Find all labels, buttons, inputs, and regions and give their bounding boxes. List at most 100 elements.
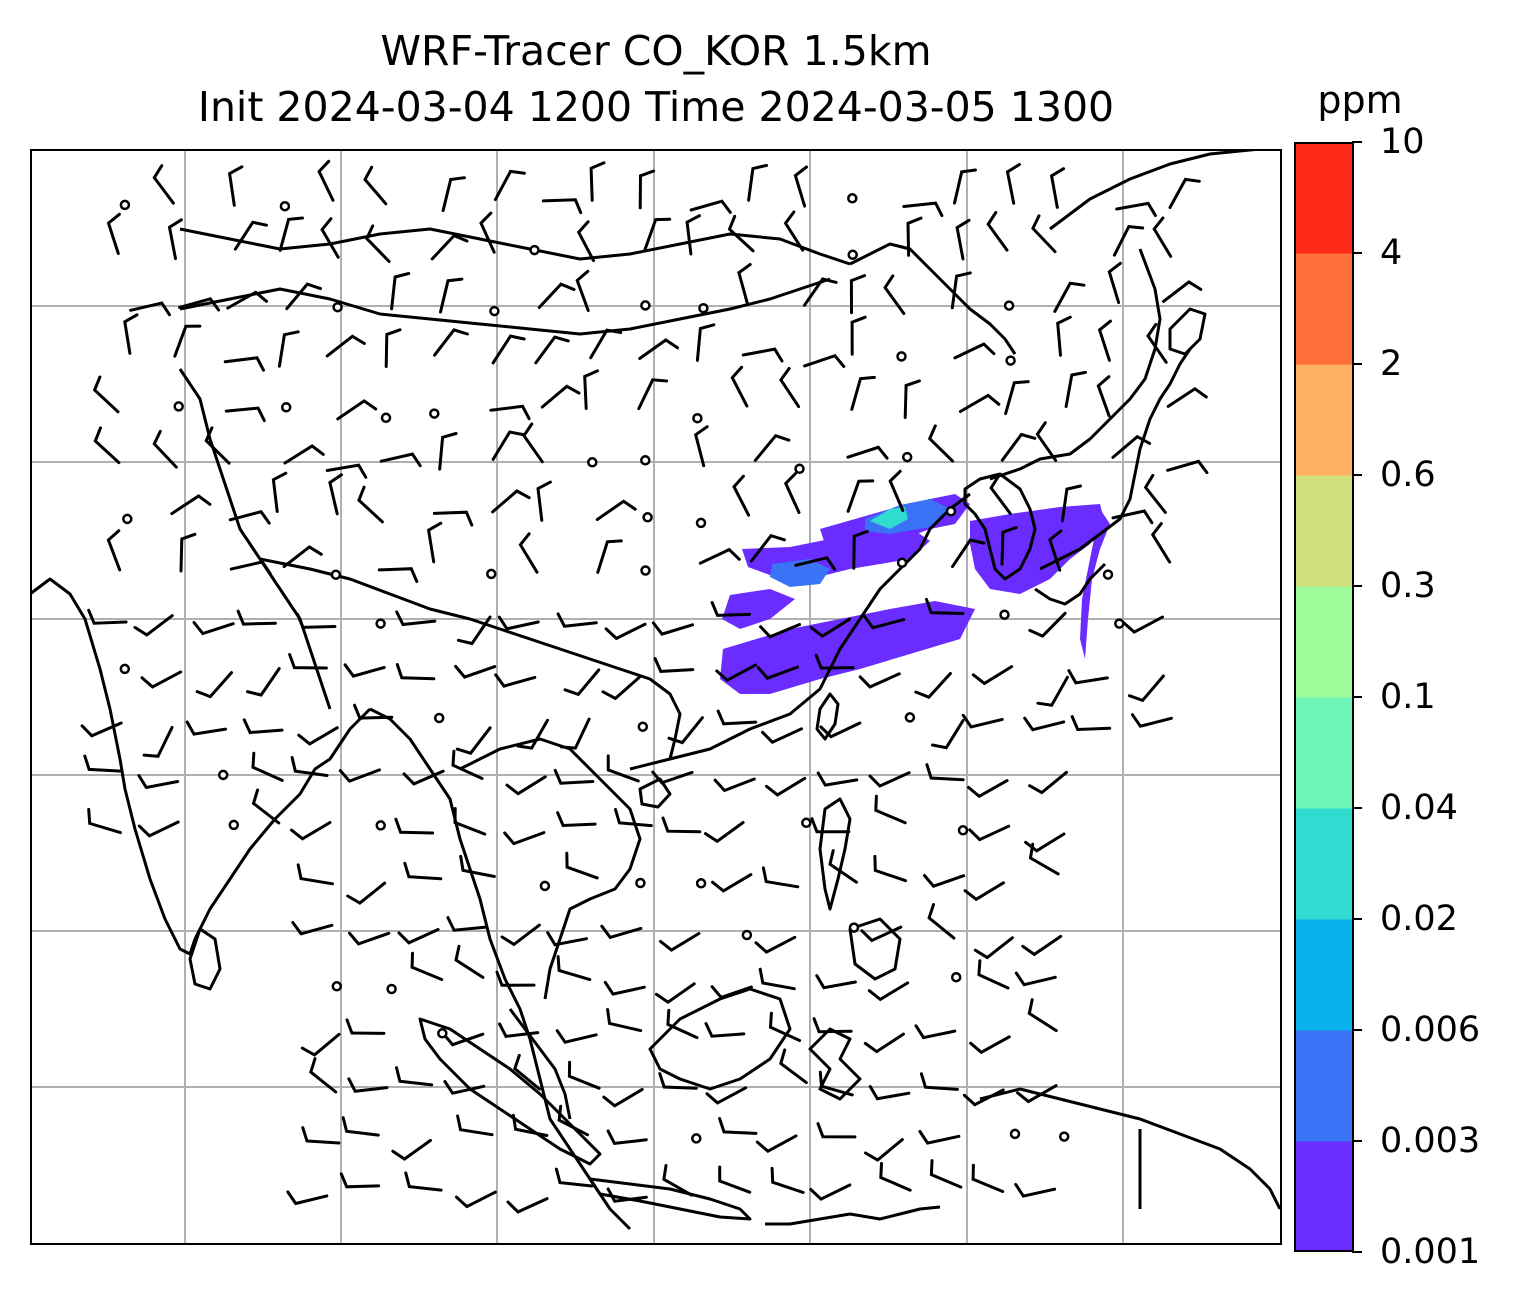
wind-barb — [914, 672, 952, 699]
wind-calm-circle — [695, 517, 707, 529]
wind-barb — [705, 1086, 748, 1105]
coastline-bay-of-bengal — [369, 707, 632, 1231]
wind-barb — [236, 609, 277, 626]
wind-barb — [491, 489, 531, 514]
wind-barb — [1107, 261, 1122, 304]
wind-barb — [152, 164, 175, 205]
colorbar-units: ppm — [1317, 78, 1403, 122]
wind-calm-circle — [896, 351, 907, 362]
wind-barb — [394, 817, 435, 835]
wind-barb — [802, 277, 838, 307]
wind-barb — [606, 1008, 643, 1033]
border-china-northeast — [849, 242, 1017, 355]
coastline-russia-sea — [989, 248, 1162, 481]
border-himalaya — [258, 558, 332, 710]
wind-barb — [251, 751, 284, 782]
map-title-line-2: Init 2024-03-04 1200 Time 2024-03-05 130… — [197, 83, 1115, 131]
wind-barb — [1014, 1182, 1057, 1198]
wind-barb — [495, 970, 536, 987]
wind-barb — [794, 556, 837, 571]
coastline-sumatra — [418, 1017, 602, 1166]
wind-barb — [1056, 315, 1072, 357]
wind-barb — [497, 615, 540, 631]
wind-barb — [765, 776, 807, 797]
wind-barb — [223, 356, 265, 372]
wind-barb — [906, 216, 923, 257]
wind-barb — [600, 924, 643, 940]
wind-barb — [432, 510, 474, 527]
wind-barb — [846, 445, 889, 460]
wind-barb — [1143, 473, 1167, 514]
wind-barb — [704, 821, 745, 844]
wind-barb — [395, 1066, 434, 1087]
wind-calm-circle — [695, 878, 707, 889]
wind-barb — [737, 263, 752, 306]
wind-barb — [87, 807, 122, 835]
wind-barb — [710, 985, 753, 1000]
wind-barb — [1016, 1084, 1058, 1104]
wind-barb — [377, 567, 419, 583]
wind-barb — [814, 653, 855, 670]
wind-barb — [969, 1035, 1011, 1055]
wind-barb — [828, 849, 858, 884]
wind-calm-circle — [950, 971, 962, 983]
wind-barb — [251, 788, 281, 825]
wind-barb — [693, 425, 709, 468]
wind-barb — [1021, 934, 1063, 957]
wind-calm-circle — [1114, 618, 1125, 629]
wind-barb — [1048, 529, 1063, 572]
wind-barb — [1096, 375, 1111, 418]
wind-calm-circle — [957, 825, 969, 836]
wind-barbs — [80, 159, 1209, 1214]
wind-calm-circle — [433, 712, 445, 724]
wind-barb — [167, 218, 183, 261]
wind-barb — [227, 165, 244, 207]
wind-barb — [278, 216, 304, 252]
wind-barb — [575, 269, 590, 312]
wind-barb — [732, 474, 751, 517]
wind-barb — [603, 980, 646, 996]
wind-barb — [309, 1057, 338, 1094]
wind-barb — [271, 471, 288, 513]
wind-barb — [809, 617, 852, 638]
wind-calm-circle — [217, 769, 229, 781]
wind-barb — [233, 220, 268, 251]
colorbar-label: 0.1 — [1380, 677, 1436, 717]
wind-barb — [868, 1085, 911, 1101]
wind-barb — [783, 210, 805, 252]
wind-barb — [749, 533, 786, 563]
colorbar-block — [1294, 142, 1354, 254]
wind-barb — [226, 290, 268, 310]
wind-barb — [1014, 971, 1057, 987]
wind-calm-circle — [801, 817, 812, 829]
wind-barb — [179, 532, 197, 573]
wind-barb — [589, 328, 623, 360]
wind-barb — [759, 623, 802, 639]
wind-calm-circle — [691, 1133, 702, 1144]
colorbar-block — [1294, 586, 1354, 698]
wind-barb — [346, 881, 387, 905]
wind-barb — [224, 406, 266, 423]
wind-barb — [689, 199, 732, 214]
coastline-borneo — [648, 987, 792, 1091]
wind-barb — [498, 1022, 540, 1039]
wind-barb — [812, 1017, 853, 1034]
wind-barb — [873, 854, 908, 883]
wind-barb — [596, 539, 623, 574]
colorbar-tick — [1352, 918, 1362, 920]
wind-calm-circle — [375, 618, 386, 629]
wind-barb — [741, 347, 784, 363]
wind-barb — [923, 874, 966, 888]
wind-barb — [973, 936, 1014, 960]
wind-calm-circle — [437, 1028, 448, 1039]
wind-barb — [666, 1008, 699, 1040]
wind-barb — [343, 663, 386, 678]
wind-barb — [439, 277, 464, 314]
wind-barb — [341, 1116, 380, 1137]
colorbar-tick — [1352, 1251, 1362, 1253]
colorbar-block — [1294, 697, 1354, 809]
coastline-new-guinea — [979, 1087, 1282, 1210]
wind-barb — [704, 1022, 746, 1038]
wind-barb — [301, 1126, 341, 1145]
wind-barb — [718, 1117, 758, 1135]
